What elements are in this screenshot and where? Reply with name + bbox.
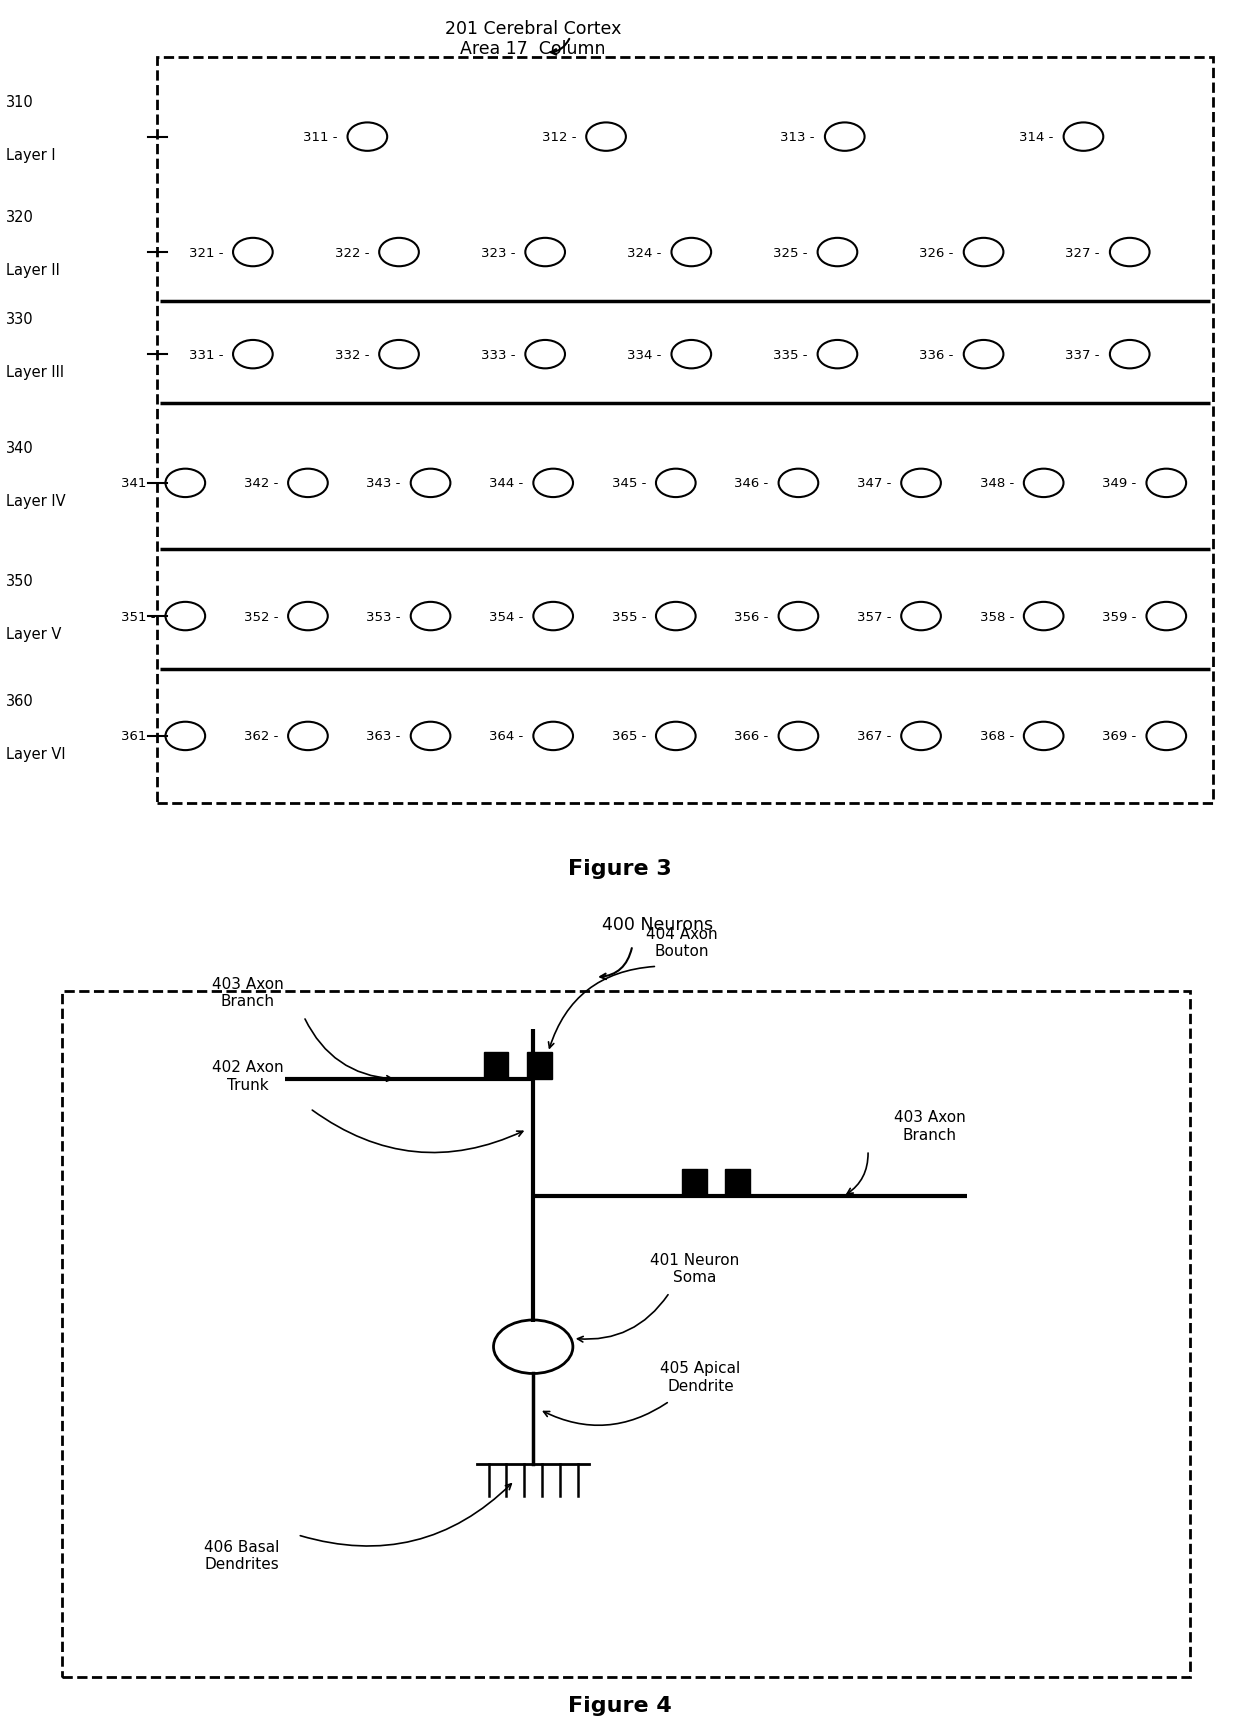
Text: 324 -: 324 - — [627, 246, 662, 260]
Text: 321 -: 321 - — [188, 246, 223, 260]
Text: 335 -: 335 - — [774, 348, 807, 362]
Text: 342 -: 342 - — [244, 477, 278, 489]
Text: Layer V: Layer V — [6, 627, 62, 643]
Text: Layer I: Layer I — [6, 148, 56, 162]
Text: 366 -: 366 - — [734, 731, 769, 743]
Text: Layer VI: Layer VI — [6, 746, 66, 762]
Text: 345 -: 345 - — [611, 477, 646, 489]
Text: 403 Axon
Branch: 403 Axon Branch — [212, 977, 284, 1008]
Text: 356 -: 356 - — [734, 610, 769, 624]
Text: 331 -: 331 - — [188, 348, 223, 362]
Text: 353 -: 353 - — [366, 610, 401, 624]
Text: 369 -: 369 - — [1102, 731, 1137, 743]
Text: 326 -: 326 - — [919, 246, 954, 260]
Text: 310: 310 — [6, 95, 33, 110]
Text: 201 Cerebral Cortex
Area 17  Column: 201 Cerebral Cortex Area 17 Column — [445, 19, 621, 59]
Text: 347 -: 347 - — [857, 477, 892, 489]
Text: Layer III: Layer III — [6, 365, 64, 381]
Text: 354 -: 354 - — [489, 610, 523, 624]
Text: 362 -: 362 - — [244, 731, 278, 743]
Text: 332 -: 332 - — [335, 348, 370, 362]
Text: 357 -: 357 - — [857, 610, 892, 624]
Text: 350: 350 — [6, 574, 33, 589]
Text: 367 -: 367 - — [857, 731, 892, 743]
Text: 320: 320 — [6, 210, 33, 226]
Text: 341 -: 341 - — [122, 477, 155, 489]
Text: 348 -: 348 - — [980, 477, 1014, 489]
Text: 349 -: 349 - — [1102, 477, 1137, 489]
Text: 314 -: 314 - — [1019, 131, 1054, 145]
Text: 365 -: 365 - — [611, 731, 646, 743]
Text: Layer II: Layer II — [6, 264, 60, 277]
Text: 361 -: 361 - — [122, 731, 155, 743]
Text: 322 -: 322 - — [335, 246, 370, 260]
Text: Figure 4: Figure 4 — [568, 1695, 672, 1714]
Text: 327 -: 327 - — [1065, 246, 1100, 260]
Text: 402 Axon
Trunk: 402 Axon Trunk — [212, 1060, 284, 1092]
Bar — [725, 1170, 750, 1196]
Text: 313 -: 313 - — [780, 131, 815, 145]
Text: 344 -: 344 - — [489, 477, 523, 489]
Text: 330: 330 — [6, 312, 33, 327]
Text: 334 -: 334 - — [627, 348, 662, 362]
Text: 400 Neurons: 400 Neurons — [601, 917, 713, 934]
Bar — [527, 1053, 552, 1080]
Text: 358 -: 358 - — [980, 610, 1014, 624]
Text: 346 -: 346 - — [734, 477, 769, 489]
Bar — [682, 1170, 707, 1196]
Text: 333 -: 333 - — [481, 348, 516, 362]
Text: 340: 340 — [6, 441, 33, 455]
Text: 364 -: 364 - — [489, 731, 523, 743]
Text: 352 -: 352 - — [244, 610, 278, 624]
Text: Layer IV: Layer IV — [6, 495, 66, 508]
Text: 325 -: 325 - — [774, 246, 807, 260]
Text: 336 -: 336 - — [919, 348, 954, 362]
Text: 312 -: 312 - — [542, 131, 577, 145]
Text: 323 -: 323 - — [481, 246, 516, 260]
Text: 405 Apical
Dendrite: 405 Apical Dendrite — [661, 1361, 740, 1392]
Text: 360: 360 — [6, 693, 33, 708]
Text: 359 -: 359 - — [1102, 610, 1137, 624]
Text: 368 -: 368 - — [980, 731, 1014, 743]
Text: 351 -: 351 - — [122, 610, 155, 624]
Text: 363 -: 363 - — [367, 731, 401, 743]
Text: 406 Basal
Dendrites: 406 Basal Dendrites — [205, 1539, 279, 1571]
Text: 401 Neuron
Soma: 401 Neuron Soma — [650, 1253, 739, 1284]
Text: 355 -: 355 - — [611, 610, 646, 624]
Text: 343 -: 343 - — [367, 477, 401, 489]
Text: 403 Axon
Branch: 403 Axon Branch — [894, 1110, 966, 1142]
Text: 404 Axon
Bouton: 404 Axon Bouton — [646, 925, 718, 958]
Bar — [484, 1053, 508, 1080]
Text: Figure 3: Figure 3 — [568, 858, 672, 879]
Text: 337 -: 337 - — [1065, 348, 1100, 362]
Text: 311 -: 311 - — [303, 131, 337, 145]
